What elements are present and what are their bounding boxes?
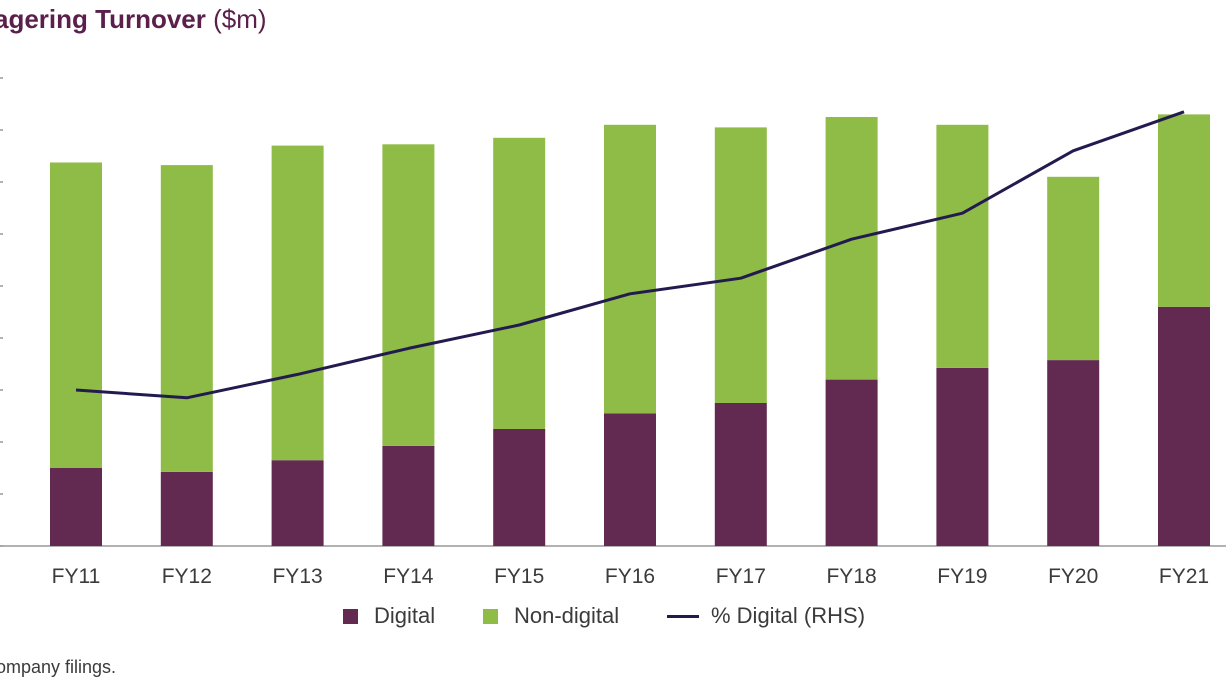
y-axis-ticks [0, 77, 3, 547]
bar-nondigital [825, 117, 878, 380]
chart-title-main: agering Turnover [0, 4, 206, 34]
pct-digital-line [75, 110, 1185, 400]
bar-nondigital [271, 145, 324, 461]
stacked-bar-line-chart: FY11 FY12 FY13 FY14 FY15 FY16 FY17 FY18 FY19 FY20… [0, 77, 1226, 588]
bar-nondigital [936, 124, 989, 368]
legend-label-nondigital: Non-digital [514, 603, 620, 628]
x-tick-label: FY14 [383, 565, 434, 588]
x-tick-label: FY21 [1159, 565, 1209, 588]
bar-digital [1047, 360, 1100, 546]
bar-digital [50, 468, 102, 546]
x-tick-label: FY19 [937, 565, 987, 588]
bar-digital [382, 445, 435, 546]
bar-nondigital [714, 127, 767, 404]
bar-digital [271, 460, 324, 546]
x-tick-label: FY20 [1048, 565, 1098, 588]
chart-title-unit: ($m) [213, 4, 267, 34]
x-axis-labels: FY11 FY12 FY13 FY14 FY15 FY16 FY17 FY18 FY19 FY20… [52, 565, 1209, 588]
bar-nondigital [160, 165, 213, 472]
x-tick-label: FY15 [494, 565, 544, 588]
x-tick-label: FY18 [826, 565, 876, 588]
chart-title: agering Turnover ($m) [0, 4, 267, 35]
bar-nondigital [493, 137, 546, 430]
bar-digital [825, 379, 878, 546]
legend-item-pct-digital: % Digital (RHS) [667, 603, 865, 629]
bar-nondigital [382, 144, 435, 446]
bar-digital [1158, 306, 1210, 546]
bar-series [50, 114, 1210, 546]
source-note: ompany filings. [0, 657, 117, 677]
legend-swatch-nondigital [483, 608, 498, 624]
x-tick-label: FY13 [272, 565, 322, 588]
legend-label-digital: Digital [374, 603, 436, 628]
legend-item-digital: Digital [343, 603, 435, 629]
bar-digital [936, 367, 989, 546]
bar-nondigital [1158, 114, 1210, 307]
legend-swatch-digital [343, 608, 358, 624]
x-tick-label: FY12 [162, 565, 212, 588]
bar-digital [160, 471, 213, 546]
bar-nondigital [50, 162, 102, 468]
legend-swatch-line [667, 614, 699, 618]
legend-label-pct-digital: % Digital (RHS) [711, 603, 866, 628]
line-series-layer [75, 110, 1185, 400]
x-tick-label: FY11 [52, 565, 101, 588]
bar-nondigital [1047, 176, 1100, 361]
legend: Digital Non-digital % Digital (RHS) [0, 603, 1226, 633]
legend-item-nondigital: Non-digital [483, 603, 619, 629]
x-tick-label: FY16 [605, 565, 655, 588]
bar-digital [493, 429, 546, 546]
x-tick-label: FY17 [716, 565, 766, 588]
bar-digital [714, 403, 767, 546]
bar-nondigital [604, 124, 656, 414]
bar-digital [604, 413, 656, 546]
